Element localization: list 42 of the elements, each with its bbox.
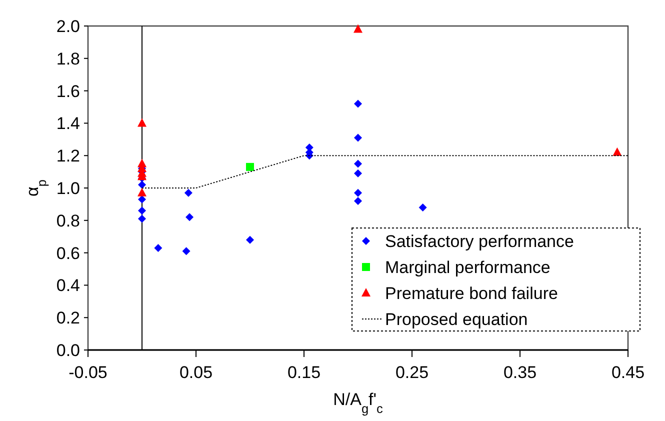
y-tick-label: 1.0	[56, 179, 80, 198]
point	[354, 196, 362, 205]
y-tick-label: 0.8	[56, 211, 80, 230]
point	[186, 213, 194, 222]
point	[138, 206, 146, 215]
point	[154, 244, 162, 252]
x-tick-label: 0.15	[287, 363, 321, 382]
y-tick-label: 0.2	[56, 308, 80, 328]
y-tick-label: 1.6	[56, 82, 80, 101]
point	[138, 214, 146, 223]
point	[418, 203, 427, 212]
point	[354, 100, 362, 108]
x-axis-title: N/A$_{g}$f'$_{c}$	[333, 390, 384, 416]
y-tick-label: 0.0	[56, 341, 80, 360]
point	[354, 169, 362, 178]
point	[354, 134, 362, 142]
y-tick-label: 1.4	[56, 114, 80, 134]
x-tick-label: -0.05	[68, 363, 108, 382]
legend-label: Premature bond failure	[385, 284, 558, 303]
x-tick-label: 0.45	[611, 363, 645, 382]
point	[138, 180, 146, 189]
y-tick-label: 0.4	[56, 276, 80, 296]
point	[138, 118, 146, 127]
x-tick-label: 0.25	[395, 363, 429, 382]
point	[246, 162, 254, 171]
legend-label: Satisfactory performance	[385, 232, 574, 251]
y-tick-label: 2.0	[56, 17, 80, 36]
y-tick-label: 1.8	[56, 49, 80, 68]
legend-label: Marginal performance	[385, 258, 550, 277]
point	[184, 188, 192, 197]
y-tick-label: 0.6	[56, 244, 80, 263]
point	[138, 188, 146, 196]
y-tick-label: 1.2	[56, 146, 80, 166]
point	[182, 247, 190, 256]
point	[246, 236, 254, 244]
point	[354, 160, 362, 168]
legend-label: Proposed equation	[385, 310, 528, 329]
point	[354, 188, 362, 197]
point	[354, 24, 362, 33]
x-tick-label: 0.35	[503, 363, 537, 382]
x-tick-label: 0.05	[179, 363, 213, 382]
point	[138, 195, 146, 204]
